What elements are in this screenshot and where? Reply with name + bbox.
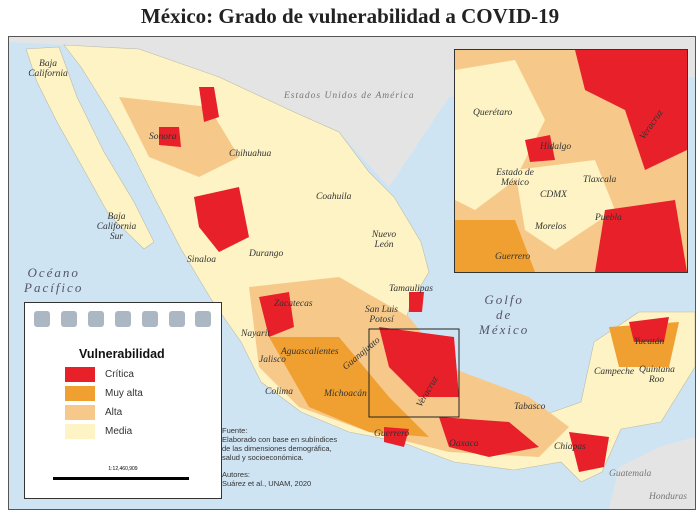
legend-label: Crítica xyxy=(105,369,134,380)
label-state: Oaxaca xyxy=(449,439,479,449)
label-state: Nayarit xyxy=(241,329,271,339)
inset-label: Puebla xyxy=(595,213,622,223)
inset-label: Guerrero xyxy=(495,252,531,262)
label-guatemala: Guatemala xyxy=(609,469,652,479)
label-state: Michoacán xyxy=(324,389,367,399)
scale-bar xyxy=(53,477,189,480)
label-honduras: Honduras xyxy=(649,492,688,502)
logo xyxy=(195,311,212,327)
logo xyxy=(61,311,78,327)
label-state: Baja California xyxy=(28,59,68,79)
central-america-land xyxy=(609,437,695,509)
legend-label: Media xyxy=(105,426,133,437)
inset-label: Querétaro xyxy=(473,108,513,118)
legend-item-critica: Crítica xyxy=(65,367,221,382)
logo xyxy=(141,311,158,327)
label-state: Chihuahua xyxy=(229,149,272,159)
label-state: Jalisco xyxy=(259,355,286,365)
inset-label: Tlaxcala xyxy=(583,175,617,185)
label-pacific: Océano Pacífico xyxy=(24,265,84,295)
label-usa: Estados Unidos de América xyxy=(284,91,415,101)
vulnerability-patches xyxy=(119,87,679,472)
scale-label: 1:12,460,909 xyxy=(108,466,138,472)
legend-item-alta: Alta xyxy=(65,405,221,420)
map-frame[interactable]: Océano Pacífico Golfo de México Estados … xyxy=(8,36,696,510)
baja-california xyxy=(25,46,155,250)
inset-label: Estado de México xyxy=(496,168,534,188)
label-state: Yucatán xyxy=(634,337,665,347)
inset-map-central-mexico[interactable]: Querétaro Hidalgo Veracruz Estado de Méx… xyxy=(454,49,688,273)
legend-title: Vulnerabilidad xyxy=(79,347,165,361)
label-state: Sonora xyxy=(149,132,177,142)
legend-item-media: Media xyxy=(65,424,221,439)
label-state: San Luis Potosí xyxy=(365,305,398,325)
label-state: Quintana Roo xyxy=(639,365,675,385)
logo xyxy=(168,311,185,327)
label-state: Durango xyxy=(249,249,284,259)
label-state: Aguascalientes xyxy=(281,347,339,357)
source-line: de las dimensiones demográfica, xyxy=(222,444,332,453)
label-state: Colima xyxy=(265,387,293,397)
label-state: Sinaloa xyxy=(187,255,217,265)
inset-extent-box xyxy=(368,328,460,418)
label-state: Coahuila xyxy=(316,192,352,202)
legend-panel: Vulnerabilidad Crítica Muy alta Alta Med… xyxy=(24,302,222,499)
label-state: Baja California Sur xyxy=(96,212,137,242)
source-note: Fuente: Elaborado con base en subíndices… xyxy=(222,426,337,488)
logo xyxy=(114,311,131,327)
label-state: Nuevo León xyxy=(371,230,397,250)
legend-swatch xyxy=(65,424,95,439)
source-line: salud y socioeconómica. xyxy=(222,453,304,462)
label-state: Tabasco xyxy=(514,402,546,412)
map-svg xyxy=(9,37,695,509)
authors: Suárez et al., UNAM, 2020 xyxy=(222,479,312,488)
label-state: Zacatecas xyxy=(274,299,313,309)
authors-heading: Autores: xyxy=(222,470,250,479)
source-heading: Fuente: xyxy=(222,426,248,435)
inset-label: CDMX xyxy=(540,190,567,200)
map-title: México: Grado de vulnerabilidad a COVID-… xyxy=(140,4,560,28)
label-state: Tamaulipas xyxy=(389,284,433,294)
inset-label: Morelos xyxy=(535,222,567,232)
legend-item-muy-alta: Muy alta xyxy=(65,386,221,401)
legend-swatch xyxy=(65,405,95,420)
institution-logos xyxy=(25,303,221,327)
label-state: Chiapas xyxy=(554,442,586,452)
label-state: Campeche xyxy=(594,367,635,377)
inset-label: Hidalgo xyxy=(540,142,572,152)
legend-swatch xyxy=(65,367,95,382)
unam-logo xyxy=(34,311,51,327)
source-line: Elaborado con base en subíndices xyxy=(222,435,338,444)
ig-logo xyxy=(88,311,105,327)
legend-swatch xyxy=(65,386,95,401)
label-gulf: Golfo de México xyxy=(479,292,530,337)
label-state: Guerrero xyxy=(374,429,410,439)
legend-label: Muy alta xyxy=(105,388,143,399)
legend-label: Alta xyxy=(105,407,123,418)
